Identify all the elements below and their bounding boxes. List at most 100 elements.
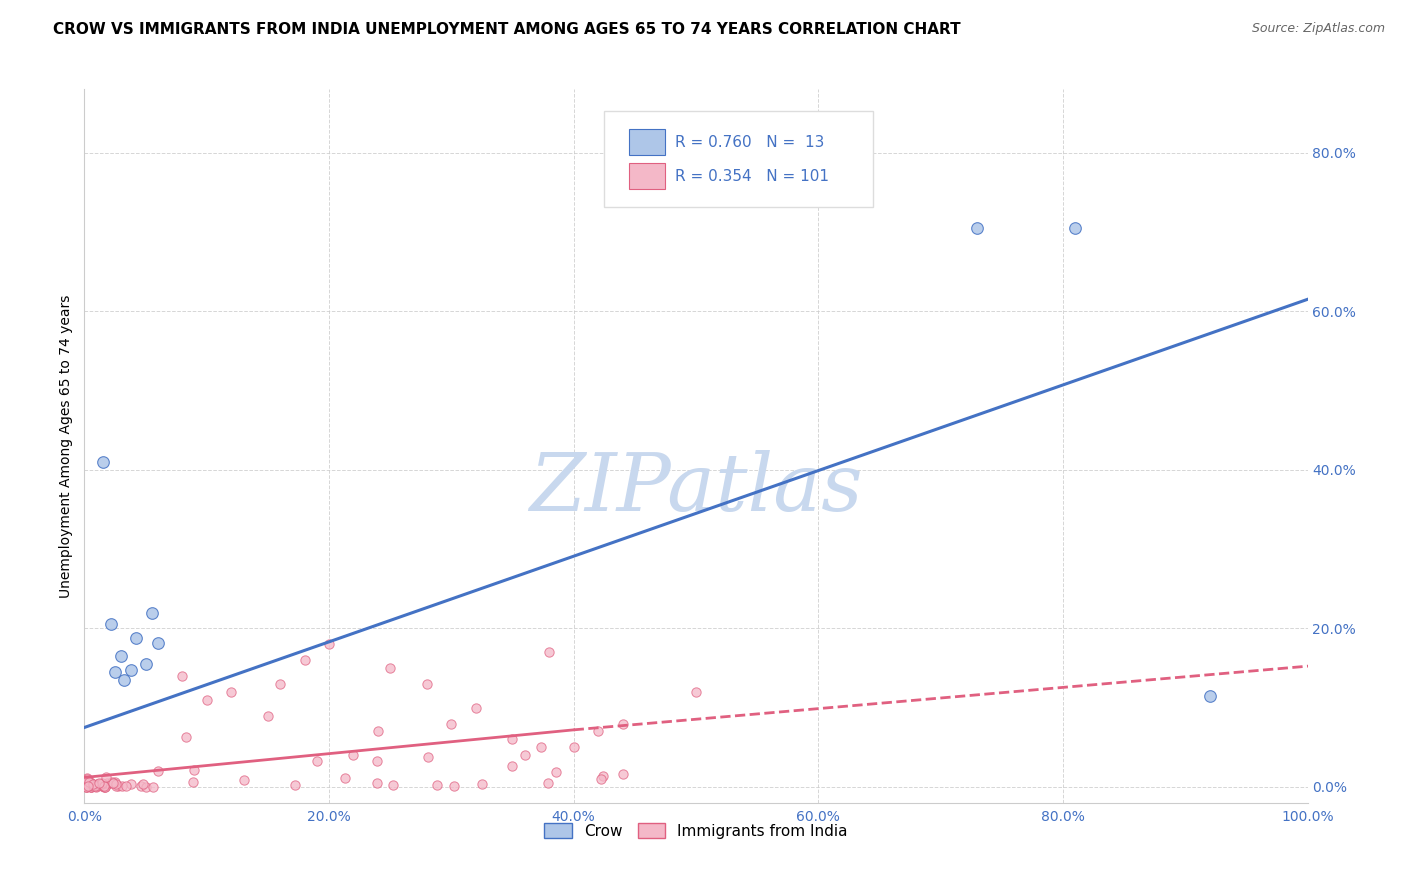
Point [90, 776, 112, 790]
Point [75, 780, 97, 794]
Point [104, 774, 127, 789]
Point [1198, 689, 1220, 703]
Point [89, 777, 111, 791]
Point [93, 779, 115, 793]
Point [257, 708, 280, 723]
Point [381, 778, 404, 792]
Point [538, 645, 561, 659]
Point [82, 776, 104, 790]
Point [77, 778, 100, 792]
Point [79, 775, 101, 789]
Point [146, 635, 169, 649]
Point [471, 777, 494, 791]
Point [612, 767, 634, 781]
Point [76, 771, 98, 785]
Point [79, 780, 101, 794]
Point [86, 777, 108, 791]
Point [125, 631, 148, 645]
Point [120, 776, 142, 790]
Point [100, 617, 122, 632]
Point [176, 730, 198, 744]
Point [105, 780, 128, 794]
Point [562, 740, 585, 755]
Point [76, 778, 98, 792]
Point [93, 780, 115, 794]
Legend: Crow, Immigrants from India: Crow, Immigrants from India [538, 817, 853, 845]
Point [107, 779, 129, 793]
Point [544, 764, 567, 779]
Point [90, 779, 112, 793]
Point [76, 772, 98, 787]
Point [530, 740, 553, 755]
FancyBboxPatch shape [628, 163, 665, 189]
Point [94, 770, 117, 784]
Point [440, 716, 463, 731]
Point [219, 685, 242, 699]
Point [96, 775, 118, 789]
Point [305, 754, 328, 768]
Point [426, 778, 449, 792]
Text: ZIPatlas: ZIPatlas [529, 450, 863, 527]
Point [366, 754, 388, 768]
Point [284, 778, 307, 792]
Point [115, 780, 138, 794]
Point [101, 776, 124, 790]
Point [366, 776, 388, 790]
Point [77, 777, 100, 791]
Point [294, 653, 316, 667]
Point [502, 732, 524, 747]
Point [464, 700, 486, 714]
Point [86, 778, 108, 792]
Point [89, 776, 111, 790]
Point [232, 772, 254, 787]
Point [1064, 221, 1087, 235]
Point [367, 724, 389, 739]
Point [76, 780, 98, 794]
Point [83, 779, 105, 793]
Point [269, 677, 291, 691]
Point [93, 780, 115, 794]
Point [966, 221, 988, 235]
Point [592, 769, 614, 783]
Point [111, 779, 134, 793]
Point [76, 779, 98, 793]
Point [94, 780, 117, 794]
Text: Source: ZipAtlas.com: Source: ZipAtlas.com [1251, 22, 1385, 36]
Point [75, 775, 97, 789]
Point [79, 777, 101, 791]
Point [80, 780, 103, 794]
FancyBboxPatch shape [628, 129, 665, 155]
Point [120, 663, 142, 677]
Point [131, 776, 153, 790]
Text: CROW VS IMMIGRANTS FROM INDIA UNEMPLOYMENT AMONG AGES 65 TO 74 YEARS CORRELATION: CROW VS IMMIGRANTS FROM INDIA UNEMPLOYME… [53, 22, 962, 37]
Point [80, 775, 103, 789]
Point [335, 771, 357, 785]
Point [87, 777, 110, 791]
Point [104, 665, 127, 679]
Point [110, 649, 132, 664]
Point [501, 759, 523, 773]
Point [79, 780, 101, 794]
Point [77, 779, 100, 793]
Point [104, 777, 127, 791]
Point [589, 772, 612, 786]
Point [75, 779, 97, 793]
Point [86, 779, 108, 793]
Point [416, 677, 439, 691]
Point [183, 763, 205, 777]
Point [685, 685, 707, 699]
FancyBboxPatch shape [605, 111, 873, 207]
Point [513, 748, 536, 763]
Point [586, 724, 609, 739]
Point [537, 776, 560, 790]
Point [75, 779, 97, 793]
Point [172, 669, 194, 683]
Point [443, 779, 465, 793]
Point [416, 749, 439, 764]
Point [96, 778, 118, 792]
Point [100, 775, 122, 789]
Point [342, 748, 364, 763]
Point [135, 780, 157, 794]
Point [135, 657, 157, 671]
Point [77, 779, 100, 793]
